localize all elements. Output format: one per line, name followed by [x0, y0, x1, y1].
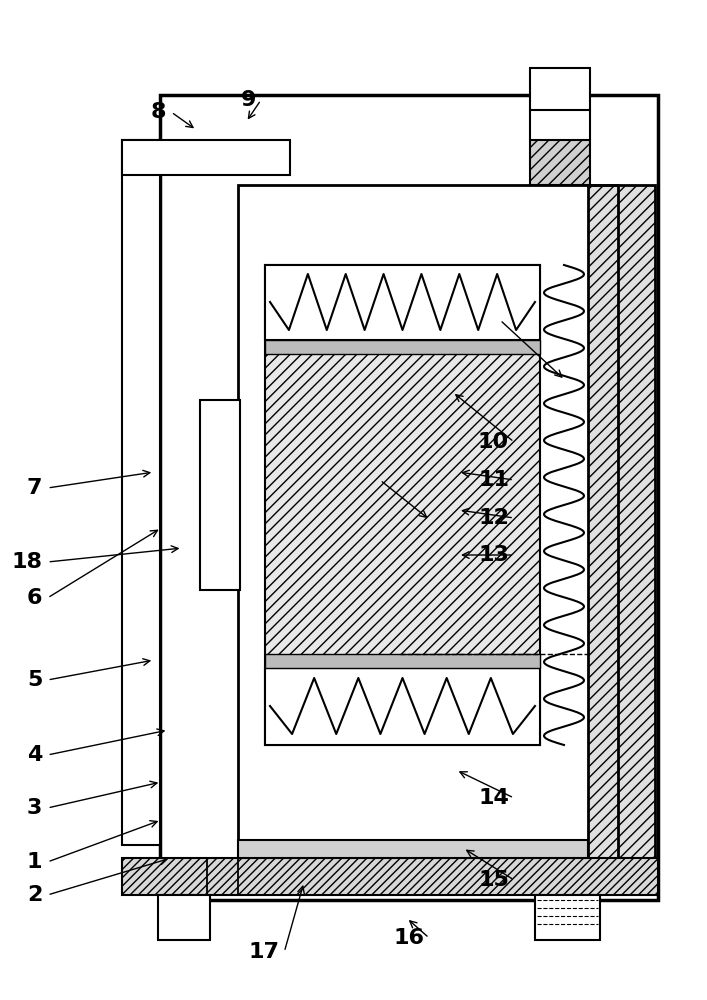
Text: 7: 7: [27, 478, 42, 498]
Text: 16: 16: [393, 928, 424, 948]
Text: 17: 17: [248, 942, 279, 962]
Text: 2: 2: [27, 885, 42, 905]
Text: 18: 18: [11, 552, 42, 572]
Text: 6: 6: [27, 588, 42, 608]
Text: 12: 12: [478, 508, 509, 528]
Bar: [530, 68, 590, 110]
Bar: [265, 654, 540, 668]
Bar: [122, 858, 658, 895]
Bar: [122, 140, 160, 845]
Text: 14: 14: [478, 788, 509, 808]
Text: 11: 11: [478, 470, 509, 490]
Text: 5: 5: [27, 670, 42, 690]
Bar: [122, 140, 290, 175]
Text: 13: 13: [478, 545, 509, 565]
Bar: [160, 95, 658, 900]
Text: 1: 1: [27, 852, 42, 872]
Bar: [535, 895, 600, 940]
Bar: [265, 340, 540, 354]
Text: 4: 4: [27, 745, 42, 765]
Bar: [265, 265, 540, 340]
Text: 8: 8: [151, 102, 166, 122]
Bar: [588, 185, 655, 858]
Bar: [200, 400, 240, 590]
Bar: [158, 895, 210, 940]
Bar: [265, 265, 540, 745]
Text: 10: 10: [478, 432, 509, 452]
Text: 9: 9: [240, 90, 256, 110]
Text: 3: 3: [27, 798, 42, 818]
Bar: [265, 668, 540, 745]
Bar: [530, 140, 590, 185]
Bar: [238, 185, 618, 858]
Bar: [238, 840, 588, 858]
Text: 15: 15: [478, 870, 509, 890]
